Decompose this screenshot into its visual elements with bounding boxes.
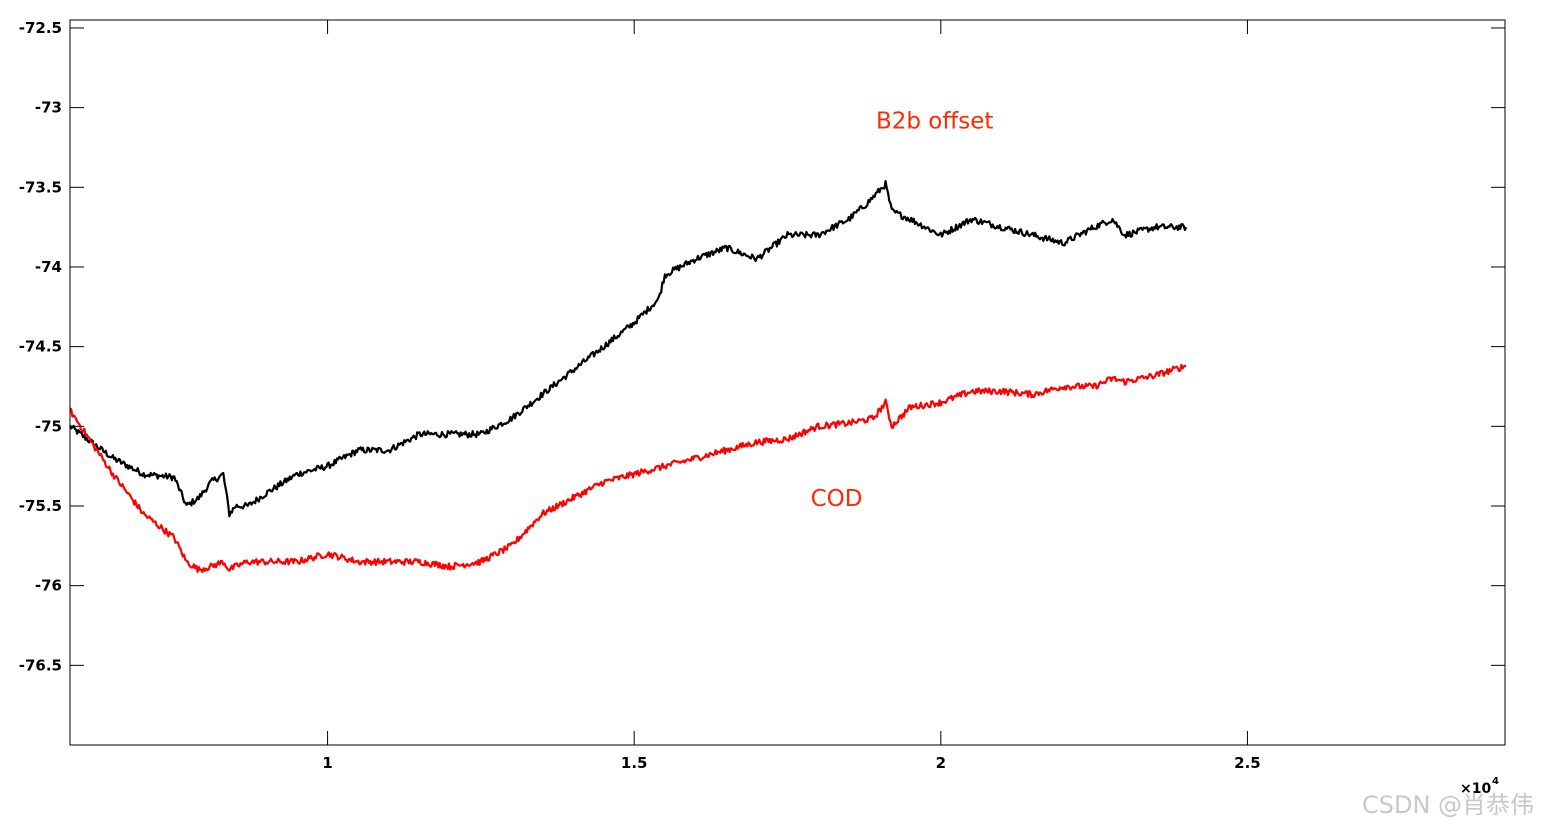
x-tick-label-3: 2.5 [1234, 754, 1261, 772]
x-tick-label-1: 1.5 [621, 754, 648, 772]
y-tick-label-8: -76.5 [19, 656, 62, 674]
x-multiplier-exponent: 4 [1492, 776, 1499, 787]
series-line-1 [69, 363, 1187, 573]
plot-background [70, 20, 1505, 745]
y-tick-label-3: -74 [35, 258, 62, 276]
y-tick-label-7: -76 [35, 577, 62, 595]
annotation-1: COD [811, 486, 863, 512]
y-tick-label-5: -75 [35, 417, 62, 435]
annotation-0: B2b offset [876, 108, 993, 134]
y-tick-label-4: -74.5 [19, 338, 62, 356]
x-multiplier-base: ×10 [1460, 781, 1491, 797]
series-layer [68, 180, 1188, 573]
axes-frame [69, 19, 1506, 746]
series-1 [69, 363, 1187, 573]
y-tick-label-1: -73 [35, 99, 62, 117]
x-tick-label-0: 1 [322, 754, 332, 772]
series-0 [68, 180, 1188, 518]
x-multiplier: ×10 4 [1460, 776, 1499, 797]
annotation-layer: B2b offset COD [811, 108, 994, 512]
x-tick-label-2: 2 [936, 754, 946, 772]
y-tick-label-0: -72.5 [19, 19, 62, 37]
y-tick-label-6: -75.5 [19, 497, 62, 515]
plot-area [70, 20, 1505, 745]
axes-layer: 1 1.5 2 2.5 -72.5 -73 -73.5 -74 -74.5 -75 -75.5 -76… [19, 19, 1506, 772]
watermark: CSDN @肖恭伟 [1362, 791, 1534, 819]
series-line-0 [68, 180, 1188, 518]
y-tick-label-2: -73.5 [19, 178, 62, 196]
